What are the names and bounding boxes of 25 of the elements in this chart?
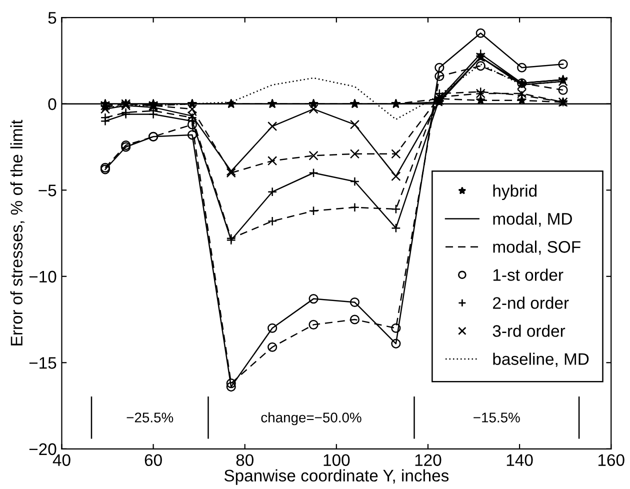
y-tick-label: −10: [29, 270, 56, 283]
annotation: −25.5%: [126, 412, 174, 422]
y-tick-label: −15: [29, 357, 56, 369]
x-tick-label: 60: [144, 454, 162, 466]
x-tick-label: 80: [236, 454, 254, 466]
y-tick-label: −5: [38, 184, 56, 196]
legend-label: hybrid: [493, 184, 536, 200]
x-tick-label: 100: [324, 454, 350, 466]
legend-label: baseline, MD: [493, 352, 589, 367]
x-axis-title: Spanwise coordinate Y, inches: [224, 469, 449, 485]
x-tick-label: 160: [598, 454, 624, 466]
legend-label: modal, SOF: [493, 240, 580, 255]
annotation: change=−50.0%: [261, 412, 362, 426]
y-tick-label: 5: [48, 12, 56, 24]
legend-label: 3-rd order: [492, 324, 566, 337]
x-tick-label: 120: [415, 454, 442, 466]
y-axis-title: Error of stresses, % of the limit: [10, 120, 25, 346]
legend-label: 2-nd order: [493, 296, 569, 309]
y-tick-label: 0: [48, 98, 56, 110]
legend-label: modal, MD: [493, 212, 572, 227]
x-tick-label: 40: [52, 454, 70, 466]
y-tick-label: −20: [29, 443, 56, 456]
legend-label: 1-st order: [493, 268, 564, 281]
annotation: −15.5%: [474, 412, 520, 422]
x-tick-label: 140: [506, 454, 533, 466]
